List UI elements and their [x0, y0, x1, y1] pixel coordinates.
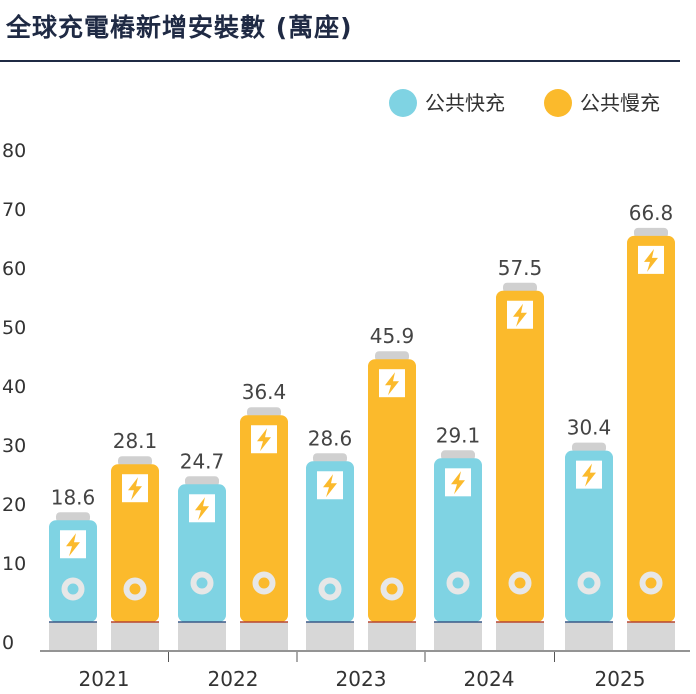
lightning-icon [644, 248, 658, 272]
bar-base [240, 622, 288, 650]
bar-base [627, 622, 675, 650]
bar-cap [185, 476, 219, 487]
lightning-icon [385, 372, 399, 396]
y-tick-label: 70 [2, 199, 26, 221]
bar-cap [634, 227, 668, 238]
bar [627, 235, 675, 622]
bar-base [178, 622, 226, 650]
bar-base [368, 622, 416, 650]
legend-label-2: 公共慢充 [580, 91, 660, 115]
bar-base [565, 622, 613, 650]
plug-ring-icon [577, 571, 601, 595]
data-label: 29.1 [436, 423, 481, 447]
chart-title: 全球充電樁新增安裝數 (萬座) [6, 13, 353, 42]
y-tick-label: 10 [2, 553, 26, 575]
plug-ring-icon [190, 571, 214, 595]
lightning-icon [128, 477, 142, 501]
y-tick-label: 40 [2, 376, 26, 398]
bar-base [49, 622, 97, 650]
lightning-icon [323, 474, 337, 498]
bar [368, 359, 416, 622]
x-tick-label: 2023 [336, 667, 387, 691]
y-tick-label: 20 [2, 494, 26, 516]
plug-ring-icon [123, 577, 147, 601]
bar-base [496, 622, 544, 650]
y-tick-label: 80 [2, 140, 26, 162]
bar-base [111, 622, 159, 650]
x-tick-label: 2022 [208, 667, 259, 691]
plug-ring-icon [446, 571, 470, 595]
bar [306, 461, 354, 622]
title-underline [0, 60, 680, 62]
data-label: 57.5 [498, 256, 543, 280]
y-tick-label: 30 [2, 435, 26, 457]
data-label: 28.6 [308, 426, 353, 450]
lightning-icon [66, 533, 80, 557]
plug-ring-icon [639, 571, 663, 595]
lightning-icon [513, 303, 527, 327]
plug-ring-icon [508, 571, 532, 595]
bar-cap [441, 450, 475, 461]
bar [111, 464, 159, 622]
data-label: 36.4 [242, 380, 287, 404]
bar [434, 458, 482, 622]
bar-cap [56, 512, 90, 523]
bar-cap [572, 442, 606, 453]
data-label: 28.1 [113, 429, 158, 453]
data-label: 45.9 [370, 324, 415, 348]
legend-marker-2 [544, 89, 572, 117]
legend-label-1: 公共快充 [425, 91, 505, 115]
bar [565, 450, 613, 622]
plug-ring-icon [252, 571, 276, 595]
data-label: 18.6 [51, 485, 96, 509]
x-tick-label: 2021 [79, 667, 130, 691]
bar-cap [118, 456, 152, 467]
bar [496, 290, 544, 622]
data-label: 66.8 [629, 201, 674, 225]
y-tick-label: 60 [2, 258, 26, 280]
lightning-icon [451, 471, 465, 495]
bar-cap [503, 282, 537, 293]
bar-base [306, 622, 354, 650]
x-tick-label: 2024 [464, 667, 515, 691]
x-tick-label: 2025 [595, 667, 646, 691]
legend-marker-1 [389, 89, 417, 117]
data-label: 24.7 [180, 449, 225, 473]
plug-ring-icon [380, 577, 404, 601]
y-tick-label: 50 [2, 317, 26, 339]
lightning-icon [582, 463, 596, 487]
plug-ring-icon [318, 577, 342, 601]
bar-cap [313, 453, 347, 464]
lightning-icon [257, 428, 271, 452]
bar [240, 415, 288, 622]
y-tick-label: 0 [2, 632, 14, 654]
bar-cap [375, 351, 409, 362]
lightning-icon [195, 497, 209, 521]
bar-base [434, 622, 482, 650]
bar-cap [247, 407, 281, 418]
data-label: 30.4 [567, 416, 612, 440]
plug-ring-icon [61, 577, 85, 601]
